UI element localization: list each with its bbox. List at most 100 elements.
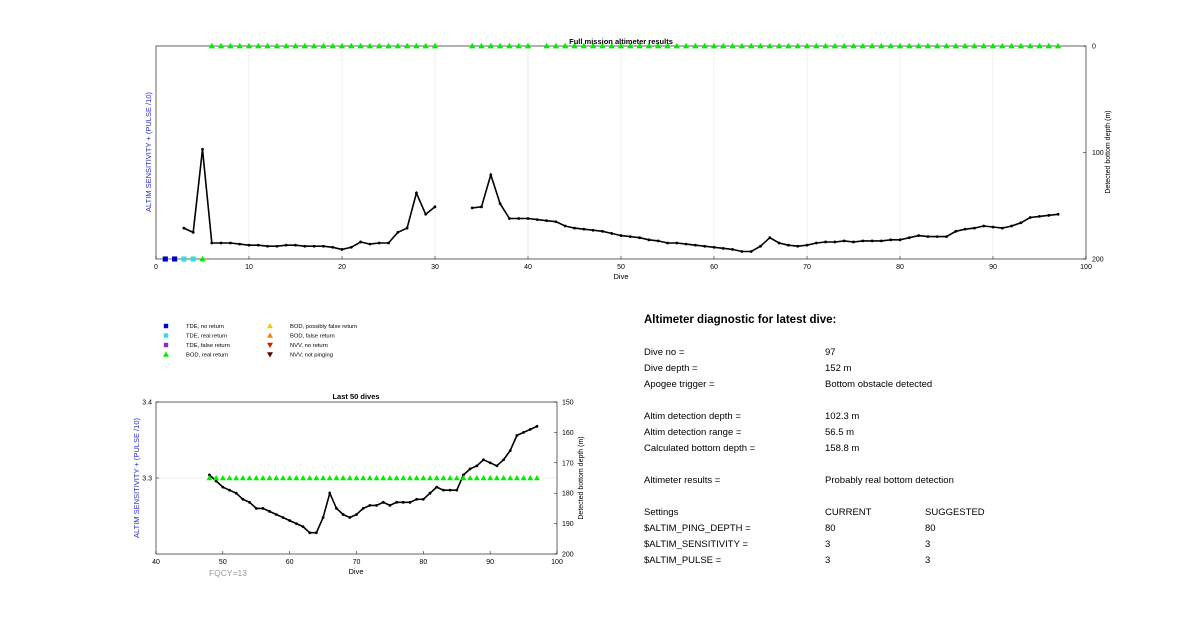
bottom-depth-point: [375, 503, 378, 507]
top-x-tick-label: 10: [245, 264, 253, 271]
apogee-trigger-value: Bottom obstacle detected: [825, 379, 933, 390]
bottom-x-tick-label: 70: [353, 559, 361, 566]
marker-triangle: [246, 475, 253, 481]
bottom-depth-point: [435, 485, 439, 489]
top-depth-point: [322, 244, 325, 248]
marker-triangle: [403, 42, 411, 49]
marker-triangle: [952, 42, 959, 49]
diagnostic-title: Altimeter diagnostic for latest dive:: [644, 314, 837, 326]
top-depth-point: [545, 219, 548, 223]
legend-label: TDE, false return: [186, 343, 230, 349]
top-depth-point: [796, 244, 800, 248]
top-depth-point: [861, 239, 865, 243]
marker-triangle: [301, 42, 308, 49]
marker-triangle: [682, 42, 690, 49]
bottom-y-right-ticks: 150 160 170 180 190 200: [554, 400, 574, 559]
top-depth-point: [880, 239, 883, 243]
top-x-tick-label: 20: [338, 264, 346, 271]
marker-triangle: [720, 42, 727, 49]
marker-triangle: [431, 42, 439, 49]
settings-header: Settings: [644, 507, 679, 518]
marker-triangle: [353, 475, 360, 481]
marker-triangle: [473, 475, 480, 481]
legend-marker: [163, 323, 169, 329]
top-depth-point: [1047, 213, 1051, 217]
top-depth-point: [656, 239, 660, 243]
marker-triangle: [1045, 42, 1052, 49]
marker-triangle: [673, 42, 680, 49]
marker-triangle: [469, 42, 476, 49]
bottom-depth-point: [502, 458, 505, 462]
legend-label: NVV, not pinging: [290, 353, 333, 359]
marker-triangle: [233, 475, 240, 481]
top-depth-point: [1010, 224, 1013, 228]
last-50-dives-chart: 40 50 60 70 80 90 100 3.3 3.4 150 160 170 180 190 20…: [132, 392, 585, 578]
marker-triangle: [213, 475, 220, 481]
top-depth-point: [256, 243, 260, 247]
top-depth-point: [703, 244, 707, 248]
bottom-depth-point: [401, 500, 405, 504]
marker-triangle: [524, 42, 532, 49]
marker-triangle: [506, 42, 513, 49]
top-x-tick-label: 80: [896, 264, 904, 271]
legend-label: TDE, no return: [186, 324, 224, 330]
marker-triangle: [803, 42, 811, 49]
bottom-x-ticks: 40 50 60 70 80 90 100: [152, 551, 563, 566]
bottom-depth-point: [301, 525, 305, 529]
marker-triangle: [831, 42, 839, 49]
bottom-depth-point: [475, 464, 479, 468]
bottom-depth-point: [254, 507, 258, 510]
top-y-right-label: Detected bottom depth (m): [1105, 110, 1112, 193]
marker-triangle: [394, 42, 401, 49]
marker-triangle: [236, 42, 243, 49]
marker-triangle: [507, 475, 514, 481]
top-depth-point: [907, 236, 911, 240]
marker-triangle: [447, 475, 454, 481]
marker-triangle: [520, 475, 527, 481]
marker-triangle: [645, 42, 653, 49]
marker-triangle: [286, 475, 293, 481]
top-depth-point: [387, 241, 390, 245]
top-depth-point: [294, 243, 297, 247]
marker-triangle: [748, 42, 755, 49]
bottom-depth-point: [208, 473, 211, 477]
bottom-depth-point: [234, 491, 238, 495]
bottom-depth-point: [488, 461, 492, 465]
bottom-depth-point: [395, 500, 398, 504]
top-depth-point: [480, 205, 483, 209]
marker-triangle: [1008, 42, 1015, 49]
bottom-depth-point: [221, 485, 225, 489]
top-y-ticks: 0 100 200: [1083, 44, 1104, 264]
legend-marker: [267, 332, 273, 338]
marker-triangle: [915, 42, 922, 49]
bottom-depth-point: [535, 424, 539, 428]
marker-triangle: [943, 42, 950, 49]
top-depth-point: [610, 232, 614, 235]
marker-triangle: [366, 475, 373, 481]
ping-depth-label: $ALTIM_PING_DEPTH =: [644, 523, 751, 534]
marker-triangle: [239, 475, 246, 481]
bottom-depth-point: [315, 531, 318, 535]
bottom-depth-point: [268, 510, 272, 513]
legend-label: BOD, possibly false return: [290, 324, 357, 330]
top-depth-point: [489, 173, 493, 177]
legend-label: BOD, false return: [290, 334, 335, 340]
bottom-y-right-tick-label: 200: [562, 552, 574, 559]
marker-triangle: [433, 475, 440, 481]
legend-marker: [267, 352, 273, 358]
marker-triangle: [608, 42, 615, 49]
top-depth-point: [535, 218, 539, 221]
top-depth-point: [247, 243, 251, 247]
marker-triangle: [340, 475, 347, 481]
bottom-depth-point: [248, 500, 251, 504]
marker-triangle: [980, 42, 987, 49]
top-depth-point: [777, 241, 781, 245]
top-depth-point: [731, 248, 734, 251]
top-depth-point: [824, 240, 827, 244]
top-depth-point: [368, 242, 372, 246]
top-depth-point: [666, 241, 669, 245]
marker-triangle: [273, 42, 281, 49]
marker-triangle: [971, 42, 978, 49]
